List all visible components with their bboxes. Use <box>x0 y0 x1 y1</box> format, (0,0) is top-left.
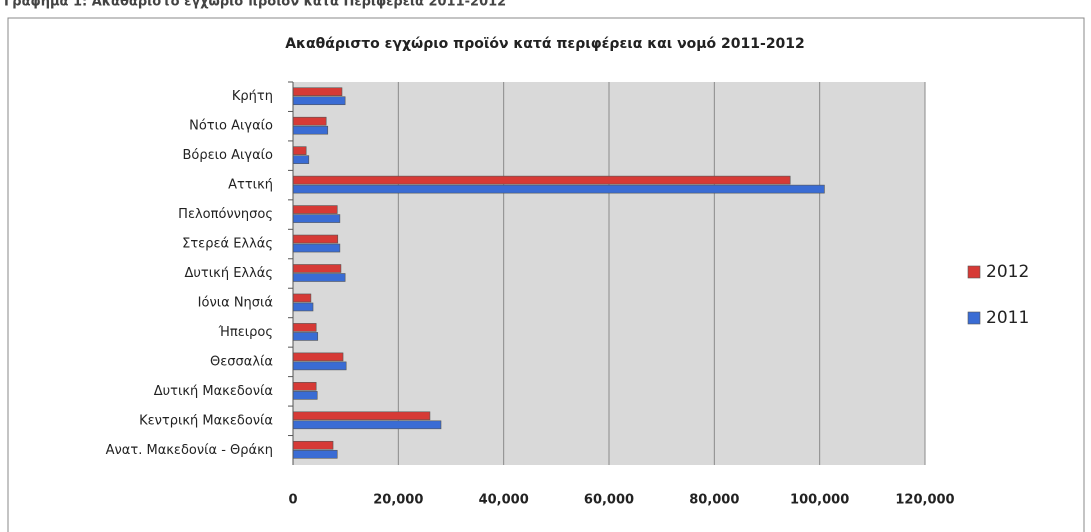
bar <box>292 332 319 341</box>
bar <box>292 243 341 253</box>
bar <box>292 175 791 185</box>
x-tick-label: 120,000 <box>895 493 954 508</box>
y-tick-label: Ανατ. Μακεδονία - Θράκη <box>106 443 273 458</box>
y-tick-label: Δυτική Ελλάς <box>185 266 273 281</box>
bar <box>292 449 338 459</box>
x-tick-label: 0 <box>288 493 297 508</box>
bar <box>292 323 317 332</box>
bar <box>292 440 334 450</box>
bar <box>292 352 344 362</box>
y-tick-label: Πελοπόννησος <box>178 207 273 222</box>
y-tick-label: Θεσσαλία <box>210 354 273 369</box>
y-tick-label: Δυτική Μακεδονία <box>154 384 273 399</box>
legend-label: 2012 <box>986 262 1029 282</box>
y-tick-label: Κρήτη <box>232 89 273 104</box>
y-tick-label: Κεντρική Μακεδονία <box>139 413 273 428</box>
bar <box>292 214 341 223</box>
caption: Γράφημα 1: Ακαθάριστο εγχώριο προϊόν κατ… <box>4 0 506 10</box>
y-tick-label: Ιόνια Νησιά <box>198 295 273 310</box>
y-tick-label: Νότιο Αιγαίο <box>189 119 273 134</box>
bar <box>292 382 317 391</box>
bar <box>292 293 312 303</box>
bar <box>292 146 307 155</box>
bar <box>292 155 310 164</box>
bar <box>292 116 327 126</box>
bar <box>292 391 318 400</box>
legend-label: 2011 <box>986 308 1029 328</box>
x-tick-label: 100,000 <box>790 493 849 508</box>
bar <box>292 264 342 273</box>
bar <box>292 273 346 282</box>
y-tick-label: Βόρειο Αιγαίο <box>182 148 273 163</box>
legend-swatch <box>967 311 981 325</box>
bar <box>292 411 431 421</box>
bar <box>292 302 314 312</box>
y-tick-label: Στερεά Ελλάς <box>182 237 273 252</box>
bar <box>292 234 339 244</box>
bar <box>292 96 346 106</box>
x-tick-label: 80,000 <box>689 493 739 508</box>
legend-swatch <box>967 265 981 279</box>
x-tick-label: 40,000 <box>479 493 529 508</box>
bar <box>292 184 825 194</box>
bar <box>292 420 442 430</box>
y-tick-label: Ήπειρος <box>218 325 273 340</box>
chart-title: Ακαθάριστο εγχώριο προϊόν κατά περιφέρει… <box>285 36 805 52</box>
x-tick-label: 20,000 <box>373 493 423 508</box>
bar <box>292 361 347 371</box>
bar <box>292 205 338 214</box>
bar <box>292 87 343 97</box>
y-tick-label: Αττική <box>228 178 273 193</box>
x-tick-label: 60,000 <box>584 493 634 508</box>
bar <box>292 125 329 135</box>
